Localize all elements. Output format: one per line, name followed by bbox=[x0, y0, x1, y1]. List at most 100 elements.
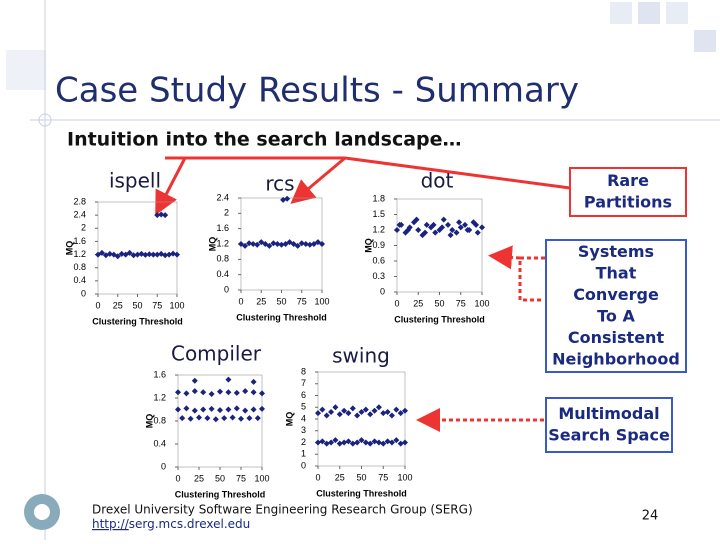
point bbox=[367, 440, 374, 447]
chart-title: dot bbox=[421, 169, 454, 193]
callout-text: That bbox=[596, 263, 637, 282]
arrow bbox=[155, 157, 187, 216]
point bbox=[464, 227, 471, 233]
point bbox=[238, 415, 244, 422]
chart: ispell 0 0.4 0.8 1.2 1.6 2 2.4 2.8 0 25 50 75 100 Clus… bbox=[64, 169, 184, 327]
point bbox=[278, 241, 285, 248]
point bbox=[126, 249, 133, 256]
callout-text: Rare bbox=[607, 171, 649, 190]
point bbox=[371, 438, 378, 445]
point bbox=[349, 440, 356, 447]
point bbox=[362, 439, 369, 446]
point bbox=[430, 221, 437, 228]
point bbox=[439, 224, 446, 231]
point bbox=[175, 406, 181, 413]
callout-text: To A bbox=[597, 306, 635, 325]
x-tick-label: 25 bbox=[335, 472, 345, 482]
point bbox=[217, 407, 223, 414]
x-tick-label: 75 bbox=[236, 473, 246, 483]
arrow bbox=[518, 256, 545, 302]
point bbox=[462, 221, 468, 228]
point bbox=[259, 405, 265, 412]
point bbox=[187, 415, 194, 422]
y-tick-label: 0.3 bbox=[372, 271, 385, 281]
x-tick-label: 0 bbox=[394, 298, 399, 308]
link-rest[interactable]: serg.mcs.drexel.edu bbox=[129, 517, 250, 531]
x-tick-label: 0 bbox=[175, 473, 180, 483]
point bbox=[349, 405, 356, 412]
point bbox=[98, 249, 105, 256]
y-tick-label: 4 bbox=[301, 413, 306, 423]
point bbox=[221, 415, 228, 422]
point bbox=[284, 195, 291, 202]
x-tick-label: 100 bbox=[169, 300, 184, 310]
point bbox=[415, 227, 422, 233]
callout-text: Consistent bbox=[568, 328, 665, 347]
point bbox=[319, 241, 325, 247]
point bbox=[302, 241, 309, 247]
x-tick-label: 25 bbox=[194, 473, 204, 483]
point bbox=[162, 212, 169, 219]
x-tick-label: 100 bbox=[314, 296, 329, 306]
point bbox=[259, 390, 265, 397]
y-axis-title: MQ bbox=[207, 237, 217, 252]
chart: rcs 0 0.4 0.8 1.2 1.6 2 2.4 0 25 50 75 100 Clustering… bbox=[207, 172, 329, 323]
link-prefix[interactable]: http:// bbox=[92, 517, 130, 531]
point bbox=[345, 410, 352, 417]
point bbox=[422, 229, 429, 236]
y-axis-title: MQ bbox=[363, 238, 373, 253]
point bbox=[250, 406, 257, 413]
point bbox=[358, 408, 365, 415]
point bbox=[319, 406, 326, 413]
y-tick-label: 0 bbox=[301, 460, 306, 470]
point bbox=[397, 410, 404, 417]
y-tick-label: 3 bbox=[301, 425, 306, 435]
chart: Compiler 0 0.4 0.8 1.2 1.6 0 25 50 75 100 Clusterin… bbox=[144, 342, 269, 500]
point bbox=[217, 388, 223, 395]
x-tick-label: 50 bbox=[132, 300, 142, 310]
x-tick-label: 50 bbox=[276, 296, 286, 306]
callout-text: Partitions bbox=[584, 192, 672, 211]
y-tick-label: 1.2 bbox=[153, 392, 166, 402]
x-tick-label: 50 bbox=[215, 473, 225, 483]
y-tick-label: 1.8 bbox=[372, 193, 385, 203]
point bbox=[397, 440, 404, 447]
point bbox=[394, 227, 400, 233]
callout-text: Neighborhood bbox=[552, 349, 680, 368]
point bbox=[270, 240, 277, 247]
point bbox=[457, 224, 464, 231]
point bbox=[405, 227, 412, 233]
point bbox=[388, 439, 395, 446]
x-tick-label: 0 bbox=[95, 300, 100, 310]
point bbox=[170, 250, 177, 257]
point bbox=[375, 439, 382, 446]
point bbox=[380, 440, 387, 447]
point bbox=[345, 438, 352, 445]
footer: Drexel University Software Engineering R… bbox=[92, 503, 473, 517]
point bbox=[174, 251, 180, 258]
point bbox=[150, 251, 157, 258]
y-axis-title: MQ bbox=[144, 414, 154, 429]
point bbox=[336, 440, 343, 447]
x-tick-label: 25 bbox=[413, 298, 423, 308]
point bbox=[323, 412, 330, 419]
point bbox=[130, 252, 137, 259]
point bbox=[388, 412, 395, 419]
point bbox=[242, 242, 249, 249]
x-axis-title: Clustering Threshold bbox=[175, 489, 266, 499]
x-tick-label: 100 bbox=[397, 472, 412, 482]
point bbox=[341, 407, 348, 414]
point bbox=[196, 414, 202, 421]
footer-link[interactable]: http://serg.mcs.drexel.edu bbox=[92, 517, 250, 531]
callout-box bbox=[545, 239, 687, 373]
slide-subtitle: Intuition into the search landscape… bbox=[67, 129, 462, 151]
point bbox=[110, 251, 117, 258]
slide-title: Case Study Results - Summary bbox=[55, 71, 579, 111]
y-tick-label: 2.8 bbox=[73, 196, 86, 206]
chart-title: rcs bbox=[265, 172, 294, 196]
point bbox=[191, 407, 198, 414]
point bbox=[179, 415, 186, 422]
point bbox=[362, 406, 369, 413]
plot-frame bbox=[396, 198, 483, 293]
